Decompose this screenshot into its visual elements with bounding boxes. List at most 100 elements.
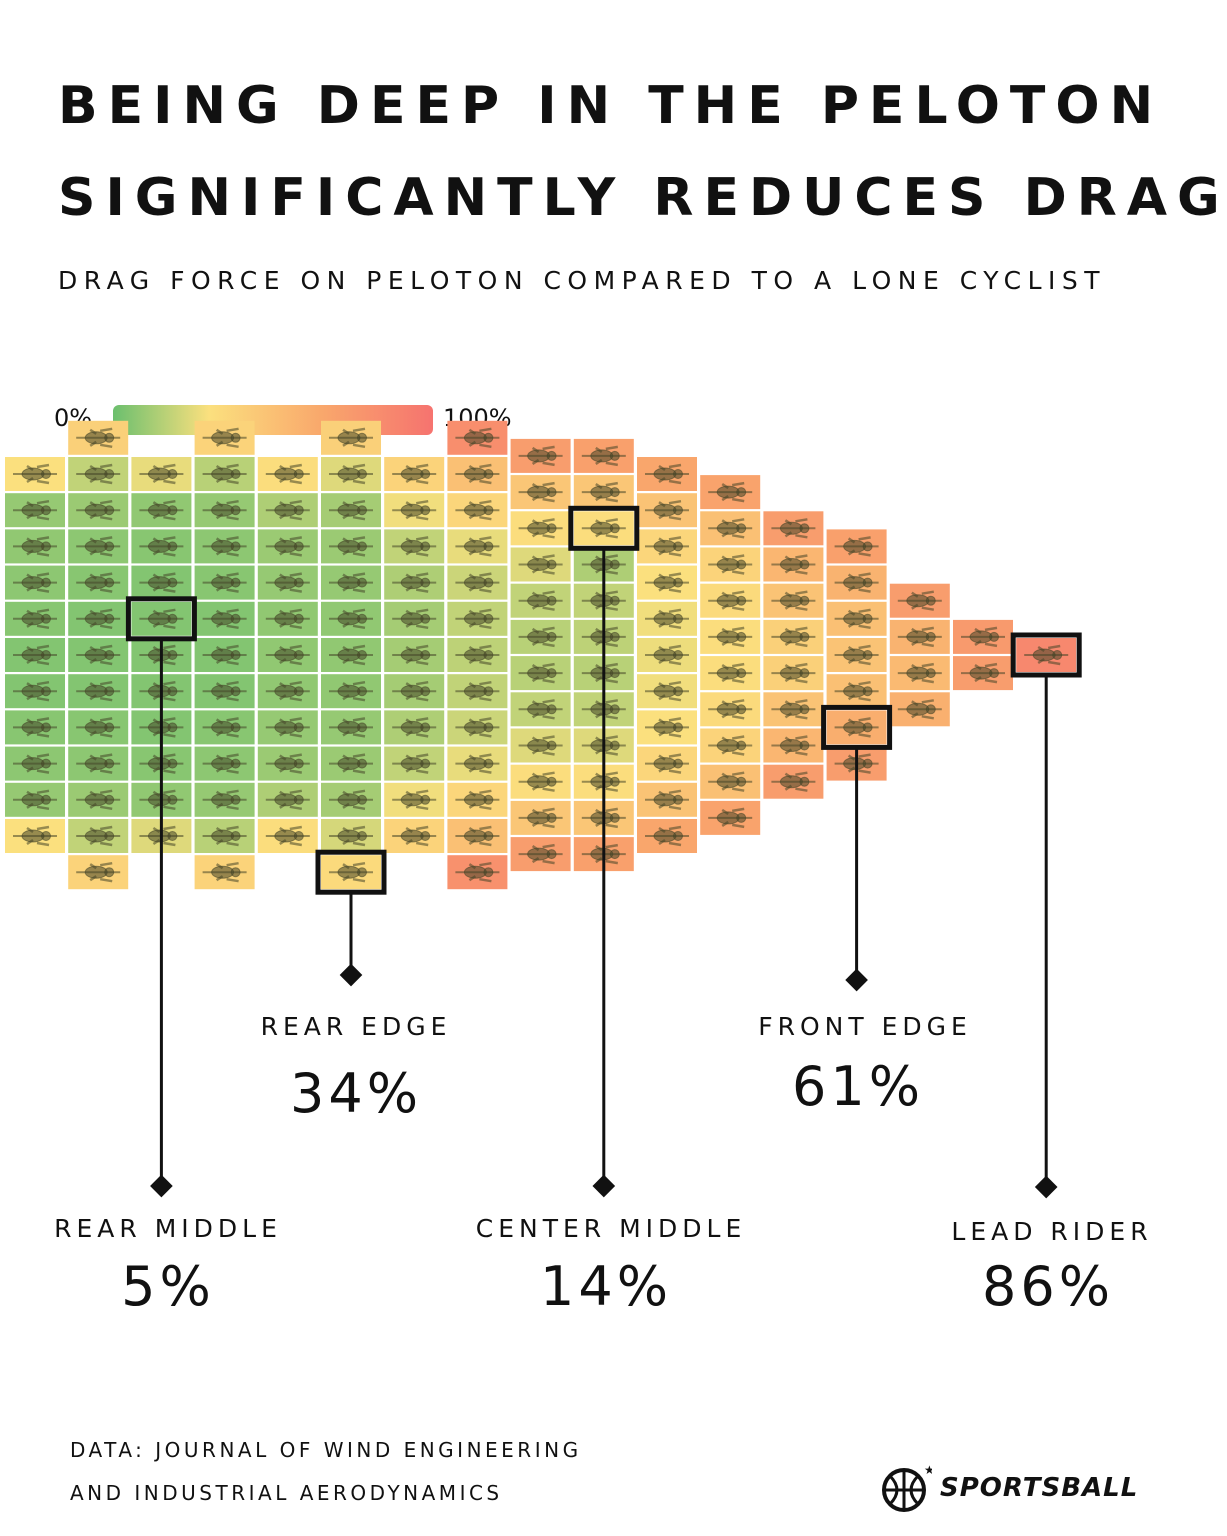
heatmap-cell [763,728,824,763]
cyclist-icon [329,644,373,666]
heatmap-cell [637,529,697,564]
cyclist-icon [202,789,247,811]
cyclist-icon [708,735,753,756]
cyclist-icon [392,789,437,811]
cyclist-icon [329,717,373,738]
cyclist-icon [13,572,57,593]
cyclist-icon [834,608,879,630]
cyclist-icon [771,662,816,684]
heatmap-cell [826,565,887,600]
cyclist-icon [76,861,121,883]
heatmap-cell [637,601,697,636]
cyclist-icon [518,843,563,865]
cyclist-icon [13,753,57,774]
cyclist-icon [897,626,942,648]
cyclist-icon [202,427,247,449]
heatmap-cell [700,475,761,510]
cyclist-icon [13,644,57,666]
heatmap-cell [131,457,192,491]
heatmap-cell [131,493,192,528]
cyclist-icon [518,590,563,611]
cyclist-icon [834,680,879,702]
heatmap-cell [68,565,129,600]
heatmap-cell [953,619,1013,654]
cyclist-icon [455,789,500,811]
cyclist-icon [139,536,184,557]
heatmap-cell [763,547,824,582]
heatmap-cell [131,565,192,600]
heatmap-cell [826,529,887,564]
heatmap-cell [257,638,318,672]
heatmap-cell [257,565,318,600]
heatmap-cell [510,764,571,799]
heatmap-cell [68,529,129,564]
heatmap-cell [194,819,255,853]
cyclist-icon [202,644,247,666]
cyclist-icon [329,861,373,883]
source-line-2: and industrial aerodynamics [70,1481,503,1505]
heatmap-cell [700,692,761,727]
cyclist-icon [139,825,184,847]
cyclist-icon [708,481,753,503]
cyclist-icon [202,572,247,593]
heatmap-cell [321,710,381,745]
cyclist-icon [961,662,1005,684]
heatmap-cell [573,511,634,546]
heatmap-cell [68,855,129,890]
cyclist-icon [645,608,689,630]
cyclist-icon [13,717,57,738]
cyclist-icon [139,753,184,774]
brand-name: SPORTSBALL [940,1473,1139,1503]
heatmap-cell [384,710,445,745]
heatmap-cell [194,493,255,528]
heatmap-cell [510,656,571,691]
heatmap-cell [700,583,761,618]
cyclist-icon [202,499,247,521]
heatmap-cell [131,601,192,636]
heatmap-cell [889,656,950,691]
cyclist-icon [202,680,247,702]
cyclist-icon [76,680,121,702]
page-title-line-2: significantly reduces drag [58,168,1227,228]
heatmap-cell [257,746,318,781]
heatmap-cell [637,819,697,853]
heatmap-cell [447,565,508,600]
cyclist-icon [329,463,373,485]
heatmap-cell [510,619,571,654]
cyclist-icon [518,554,563,575]
heatmap-cell [5,746,65,781]
cyclist-icon [202,753,247,774]
cyclist-icon [329,753,373,774]
cyclist-icon [202,861,247,883]
heatmap-cell [637,710,697,745]
cyclist-icon [455,680,500,702]
svg-text:★: ★ [924,1463,932,1477]
heatmap-cell [194,746,255,781]
heatmap-cell [384,746,445,781]
cyclist-icon [455,825,500,847]
callout-label-front-edge: Front edge [758,1012,972,1041]
cyclist-icon [518,699,563,720]
heatmap-cell [321,674,381,709]
cyclist-icon [771,518,816,539]
cyclist-icon [834,644,879,666]
cyclist-icon [581,735,626,756]
heatmap-cell [700,619,761,654]
cyclist-icon [202,717,247,738]
cyclist-icon [518,626,563,648]
cyclist-icon [139,608,184,630]
heatmap-cell [5,638,65,672]
callout-value-rear-middle: 5% [121,1255,215,1318]
cyclist-icon [76,644,121,666]
cyclist-icon [1024,644,1069,666]
cyclist-icon [834,536,879,557]
cyclist-icon [139,572,184,593]
cyclist-icon [645,825,689,847]
callout-diamond-marker [339,963,363,987]
heatmap-cell [447,601,508,636]
cyclist-icon [265,463,310,485]
heatmap-cell [637,638,697,672]
heatmap-cell [321,855,381,890]
heatmap-cell [5,710,65,745]
heatmap-cell [257,457,318,491]
